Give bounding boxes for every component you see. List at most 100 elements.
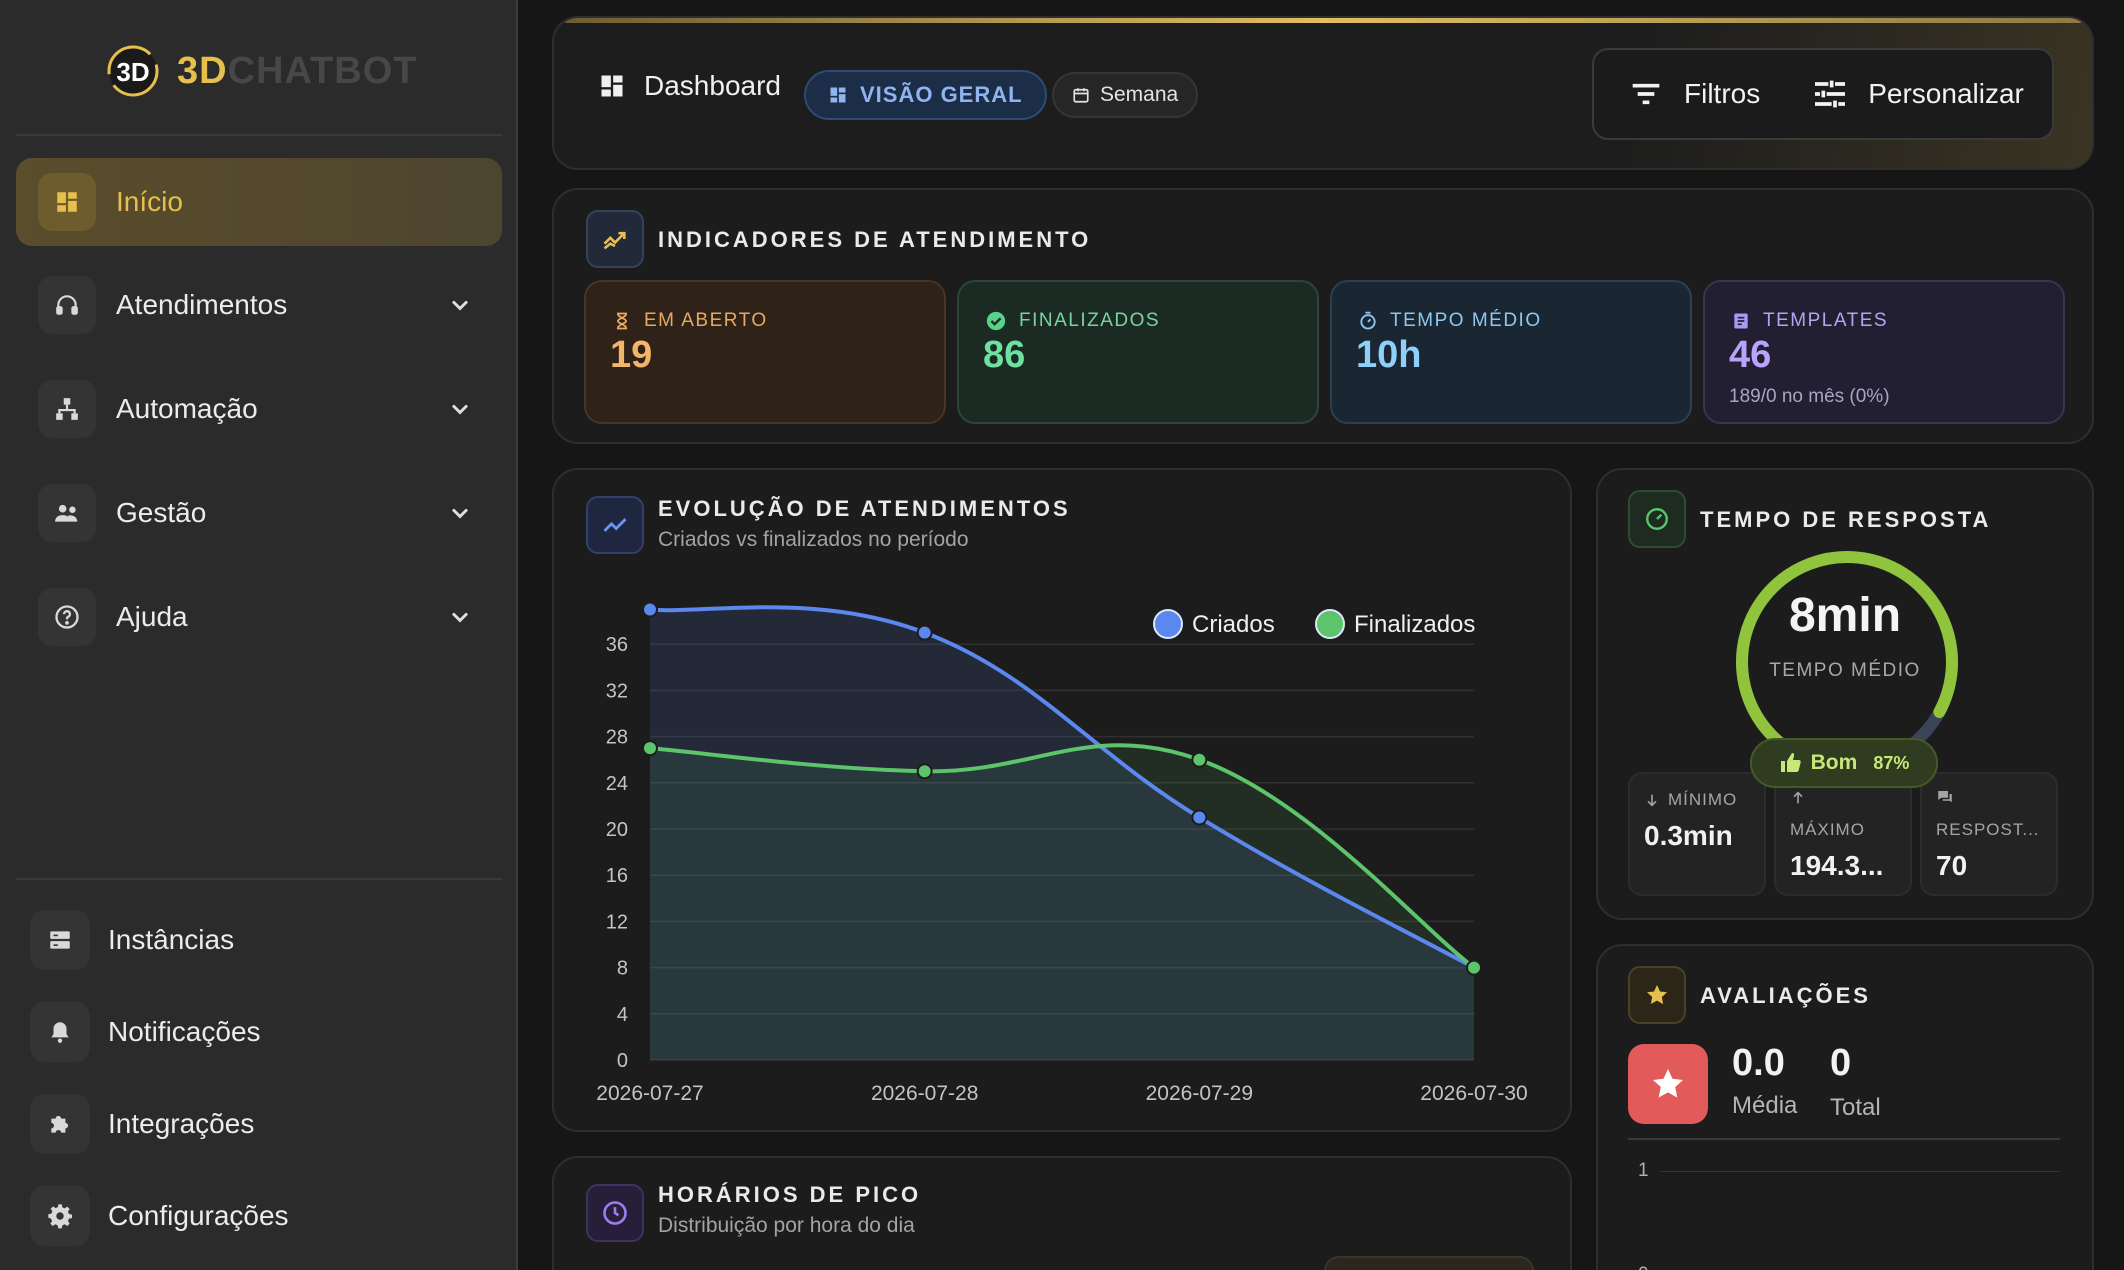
peak-hours-badge: [1324, 1256, 1534, 1270]
brand-name: 3DCHATBOT: [177, 49, 418, 92]
server-icon: [30, 910, 90, 970]
sidebar-item-integracoes[interactable]: Integrações: [30, 1092, 254, 1156]
stat-label: TEMPLATES: [1731, 310, 1888, 332]
y-tick-label: 8: [617, 958, 628, 980]
chevron-down-icon[interactable]: [446, 291, 474, 319]
sliders-icon: [1815, 80, 1846, 108]
customize-button[interactable]: Personalizar: [1810, 74, 2024, 114]
chat-icon: [1938, 791, 1952, 803]
stat-value: 86: [983, 334, 1026, 376]
period-selector-pill[interactable]: Semana: [1052, 72, 1199, 118]
arrow-down-icon: [1647, 794, 1657, 807]
star-icon: [1628, 966, 1686, 1024]
divider: [16, 134, 502, 136]
data-point: [916, 624, 933, 641]
data-point: [1466, 959, 1482, 976]
series-line-criados: [649, 605, 1475, 970]
calendar-icon: [1073, 88, 1089, 103]
gauge-value: 8min: [1788, 589, 1902, 642]
series-area-criados: [650, 607, 1474, 1060]
filters-button[interactable]: Filtros: [1626, 74, 1760, 114]
dashboard-icon: [830, 87, 846, 103]
stat-card-finalizados[interactable]: FINALIZADOS 86: [957, 280, 1319, 424]
svg-text:3D: 3D: [116, 57, 149, 87]
header-actions: Filtros Personalizar: [1592, 48, 2054, 140]
sidebar-item-label: Instâncias: [108, 924, 235, 955]
sidebar-item-label: Notificações: [108, 1016, 261, 1047]
sidebar-item-automacao[interactable]: Automação: [16, 365, 502, 453]
filters-button-label: Filtros: [1684, 78, 1761, 109]
view-selector-pill[interactable]: VISÃO GERAL: [804, 70, 1047, 120]
section-title: EVOLUÇÃO DE ATENDIMENTOS: [658, 496, 1071, 521]
x-tick-label: 2026-07-28: [871, 1082, 978, 1105]
y-tick-label: 20: [606, 819, 628, 841]
sidebar-item-inicio[interactable]: Início: [16, 158, 502, 246]
section-subtitle: Criados vs finalizados no período: [658, 528, 969, 551]
stat-value: 19: [610, 334, 653, 376]
total-ratings-label: Total: [1830, 1094, 1881, 1121]
dashboard-icon: [601, 75, 623, 97]
period-selector-label: Semana: [1100, 83, 1179, 106]
y-tick-label: 28: [606, 727, 628, 749]
x-tick-label: 2026-07-30: [1420, 1082, 1527, 1105]
sidebar-item-label: Configurações: [108, 1200, 289, 1231]
rating-badge-label: Bom: [1810, 751, 1858, 774]
legend-label: Criados: [1192, 611, 1275, 638]
stat-card-templates[interactable]: TEMPLATES 46 189/0 no mês (0%): [1703, 280, 2065, 424]
sidebar-item-instancias[interactable]: Instâncias: [30, 908, 234, 972]
data-point: [1191, 751, 1208, 768]
hourglass-icon: [616, 312, 628, 330]
sidebar-item-notificacoes[interactable]: Notificações: [30, 1000, 261, 1064]
section-subtitle: Distribuição por hora do dia: [658, 1214, 915, 1237]
y-tick-label: 4: [617, 1004, 628, 1026]
gear-icon: [30, 1186, 90, 1246]
peak-hours-card: HORÁRIOS DE PICO Distribuição por hora d…: [552, 1156, 1572, 1270]
gauge-label: TEMPO MÉDIO: [1769, 660, 1921, 681]
page-title-text: Dashboard: [644, 70, 781, 101]
stat-label: EM ABERTO: [612, 310, 768, 332]
trending-icon: [586, 210, 644, 268]
responses-label: RESPOST...: [1936, 820, 2040, 839]
filter-icon: [1632, 83, 1660, 105]
sidebar-item-label: Início: [116, 186, 183, 217]
customize-button-label: Personalizar: [1868, 78, 2024, 109]
arrow-up-icon: [1793, 791, 1803, 804]
stat-value: 10h: [1356, 334, 1422, 376]
accent-bar: [564, 18, 2082, 23]
chevron-down-icon[interactable]: [446, 499, 474, 527]
puzzle-icon: [30, 1094, 90, 1154]
template-icon: [1734, 313, 1748, 329]
line-chart: 0 4 8 12 16 20 24 28 32 36 2026-07-27 2026-07-28 202…: [596, 601, 1528, 1105]
line-chart-icon: [586, 496, 644, 554]
sidebar-item-label: Gestão: [116, 497, 207, 528]
stat-card-tempo-medio[interactable]: TEMPO MÉDIO 10h: [1330, 280, 1692, 424]
rating-badge-percent: 87%: [1873, 752, 1910, 773]
rating-star-badge: [1628, 1044, 1708, 1124]
series-line-finalizados: [649, 743, 1476, 970]
chevron-down-icon[interactable]: [446, 603, 474, 631]
legend-swatch: [1315, 609, 1345, 639]
sidebar-item-ajuda[interactable]: Ajuda: [16, 573, 502, 661]
brand-logo[interactable]: 3D 3DCHATBOT: [97, 36, 418, 106]
sidebar-item-gestao[interactable]: Gestão: [16, 469, 502, 557]
stat-card-em-aberto[interactable]: EM ABERTO 19: [584, 280, 946, 424]
ratings-axis-tick: 0: [1638, 1264, 1649, 1270]
sidebar-item-configuracoes[interactable]: Configurações: [30, 1184, 289, 1248]
bell-icon: [30, 1002, 90, 1062]
chevron-down-icon[interactable]: [446, 395, 474, 423]
sidebar: 3D 3DCHATBOT Início Atendimentos Automaç…: [0, 0, 518, 1270]
y-tick-label: 12: [606, 911, 628, 933]
max-time-value: 194.3...: [1790, 850, 1884, 881]
timer-icon: [1360, 311, 1376, 330]
x-tick-label: 2026-07-27: [596, 1082, 703, 1105]
star-icon: [1653, 1069, 1683, 1098]
sidebar-item-label: Atendimentos: [116, 289, 288, 320]
sidebar-item-atendimentos[interactable]: Atendimentos: [16, 261, 502, 349]
ratings-grid-line: [1660, 1171, 2060, 1172]
response-time-card: TEMPO DE RESPOSTA 8min TEMPO MÉDIO MÍNIM…: [1596, 468, 2094, 920]
speedometer-icon: [1628, 490, 1686, 548]
people-icon: [38, 484, 96, 542]
responses-value: 70: [1936, 850, 1968, 881]
y-tick-label: 24: [606, 773, 628, 795]
total-ratings-value: 0: [1830, 1042, 1852, 1084]
